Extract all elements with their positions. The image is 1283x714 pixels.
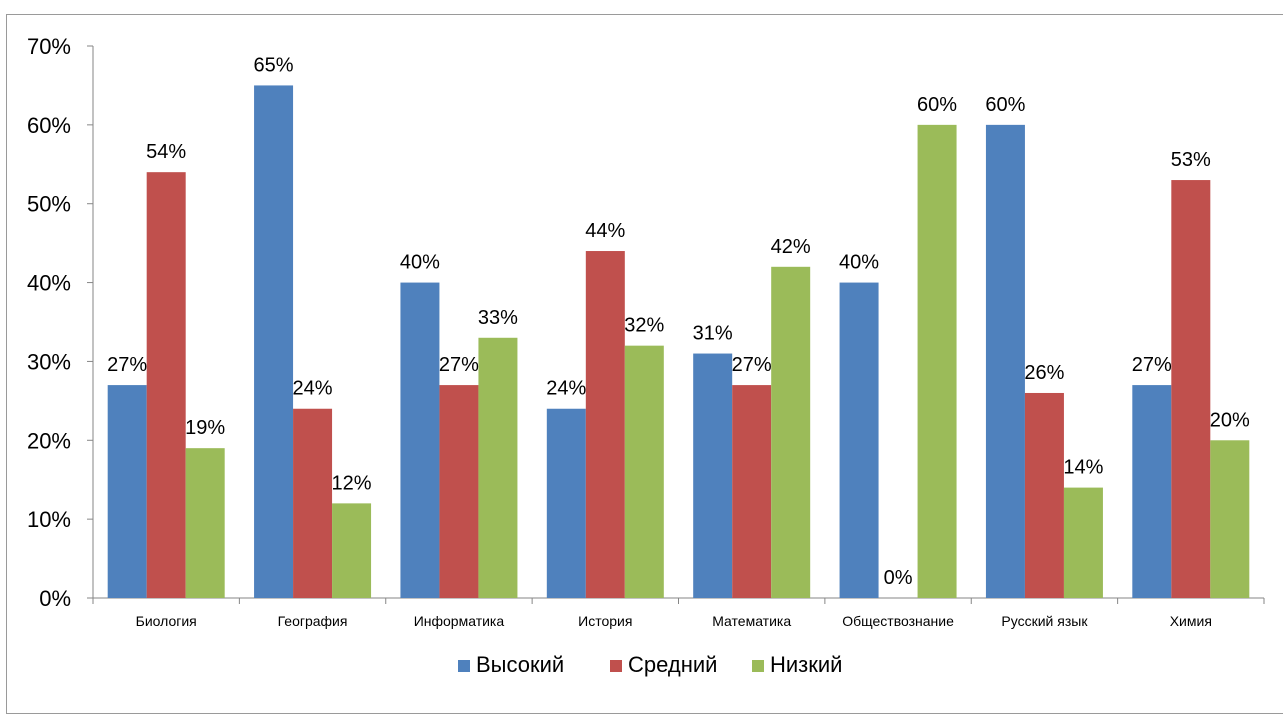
bar [1210,440,1250,598]
data-label: 54% [146,141,186,163]
y-tick-label: 60% [27,113,71,138]
data-label: 65% [254,54,294,76]
bar [1171,180,1211,599]
bar [1132,385,1172,598]
y-tick-label: 40% [27,271,71,296]
category-label: История [578,613,632,629]
bar [624,345,664,598]
data-label: 27% [439,354,479,376]
data-label: 12% [332,472,372,494]
bar [254,85,294,598]
data-label: 19% [185,417,225,439]
bar [732,385,772,598]
legend-label: Низкий [770,652,842,677]
bar [439,385,479,598]
data-label: 26% [1024,362,1064,384]
category-label: Математика [712,613,791,629]
data-label: 27% [1132,354,1172,376]
data-label: 24% [293,378,333,400]
legend-swatch [610,660,622,672]
category-label: География [278,613,348,629]
data-label: 42% [771,236,811,258]
data-label: 0% [884,567,913,589]
category-label: Химия [1170,613,1212,629]
category-label: Обществознание [842,613,954,629]
bar [400,282,440,598]
y-tick-label: 0% [39,586,71,611]
bar [185,448,225,598]
data-label: 53% [1171,149,1211,171]
bar [107,385,147,598]
bar [146,172,186,598]
data-label: 24% [546,378,586,400]
data-label: 44% [585,220,625,242]
legend-label: Высокий [476,652,564,677]
bar [585,251,625,598]
data-label: 20% [1210,409,1250,431]
bar [771,266,811,598]
category-label: Русский язык [1001,613,1088,629]
data-label: 27% [107,354,147,376]
bar [293,408,333,598]
bar [839,282,879,598]
bar [693,353,733,598]
data-label: 40% [839,252,879,274]
data-label: 14% [1063,457,1103,479]
data-label: 32% [624,315,664,337]
legend-swatch [752,660,764,672]
data-label: 40% [400,252,440,274]
data-label: 60% [917,94,957,116]
bar [332,503,372,598]
data-label: 33% [478,307,518,329]
bar [478,337,518,598]
data-label: 27% [732,354,772,376]
y-tick-label: 20% [27,428,71,453]
bar [917,124,957,598]
category-label: Биология [136,613,197,629]
bar [1063,487,1103,598]
data-label: 60% [985,94,1025,116]
data-label: 31% [693,323,733,345]
bar [546,408,586,598]
y-tick-label: 10% [27,507,71,532]
y-tick-label: 50% [27,192,71,217]
y-tick-label: 70% [27,34,71,59]
legend-label: Средний [628,652,717,677]
legend-swatch [458,660,470,672]
bar [985,124,1025,598]
y-tick-label: 30% [27,349,71,374]
category-label: Информатика [414,613,505,629]
bar [1024,392,1064,598]
